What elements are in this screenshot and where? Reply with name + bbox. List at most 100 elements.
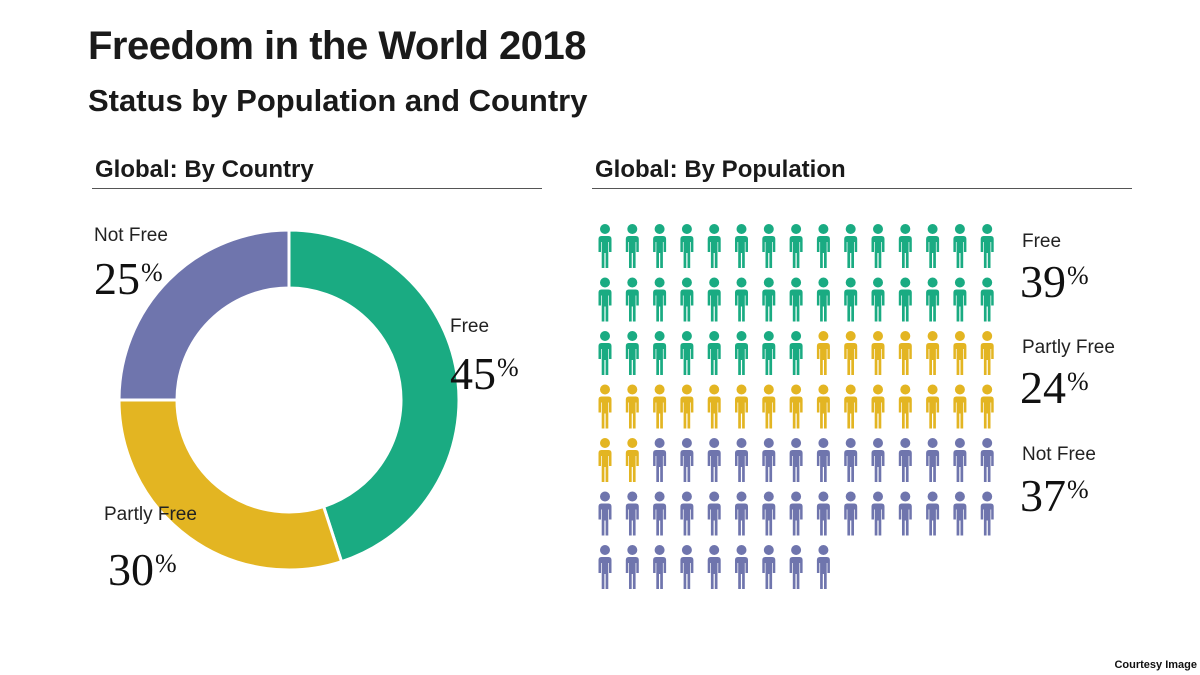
person-icon-free — [953, 224, 967, 268]
pop-value-partly-free: 24% — [1020, 365, 1089, 411]
person-icon-not-free — [598, 545, 612, 589]
person-icon-not-free — [789, 438, 803, 482]
person-icon-partly-free — [598, 438, 612, 482]
person-icon-not-free — [762, 438, 776, 482]
pop-value-free-number: 39 — [1020, 256, 1066, 307]
person-icon-free — [625, 224, 639, 268]
person-icon-partly-free — [871, 384, 885, 429]
donut-value-free-unit: % — [497, 353, 519, 382]
person-icon-free — [680, 277, 694, 322]
person-icon-partly-free — [871, 331, 885, 375]
person-icon-not-free — [735, 545, 748, 589]
donut-slice-free — [287, 228, 461, 564]
person-icon-not-free — [707, 438, 721, 482]
person-icon-not-free — [898, 491, 912, 536]
person-icon-partly-free — [953, 384, 967, 429]
person-icon-free — [898, 277, 912, 322]
donut-value-not-free-unit: % — [141, 258, 163, 287]
donut-slice-partly-free — [117, 398, 344, 572]
person-icon-free — [926, 224, 940, 268]
person-icon-free — [680, 224, 694, 268]
person-icon-not-free — [762, 491, 776, 536]
person-icon-free — [598, 331, 612, 375]
donut-value-not-free: 25% — [94, 256, 163, 302]
person-icon-free — [871, 277, 885, 322]
person-icon-free — [926, 277, 940, 322]
person-icon-not-free — [789, 545, 803, 589]
person-icon-free — [844, 277, 858, 322]
image-credit: Courtesy Image — [1114, 659, 1197, 671]
person-icon-free — [953, 277, 967, 322]
person-icon-not-free — [680, 491, 694, 536]
person-icon-not-free — [789, 491, 803, 536]
person-icon-free — [625, 277, 639, 322]
pop-value-partly-free-unit: % — [1067, 367, 1089, 396]
person-icon-partly-free — [898, 331, 912, 375]
person-icon-partly-free — [653, 384, 667, 429]
person-icon-not-free — [980, 491, 994, 536]
pop-value-not-free-number: 37 — [1020, 470, 1066, 521]
person-icon-free — [653, 331, 667, 375]
person-icon-not-free — [926, 438, 940, 482]
pop-value-free: 39% — [1020, 259, 1089, 305]
person-icon-free — [980, 277, 994, 322]
donut-label-free: Free — [450, 316, 490, 337]
person-icon-partly-free — [926, 384, 940, 429]
person-icon-free — [816, 277, 830, 322]
chart-subtitle: Status by Population and Country — [88, 83, 588, 118]
donut-chart — [117, 228, 461, 572]
person-icon-partly-free — [680, 384, 694, 429]
person-icon-free — [653, 277, 667, 322]
pop-value-not-free: 37% — [1020, 473, 1089, 519]
chart-title: Freedom in the World 2018 — [88, 24, 587, 68]
person-icon-not-free — [871, 491, 885, 536]
person-icon-free — [707, 224, 721, 268]
person-icon-not-free — [625, 491, 639, 536]
person-icon-partly-free — [980, 331, 994, 375]
person-icon-not-free — [735, 438, 748, 482]
person-icon-partly-free — [762, 384, 776, 429]
person-icon-not-free — [762, 545, 776, 589]
person-icon-not-free — [844, 491, 858, 536]
pictograph-section-heading: Global: By Population — [592, 156, 1132, 189]
person-icon-free — [735, 224, 748, 268]
person-icon-free — [735, 277, 748, 322]
person-icon-not-free — [953, 438, 967, 482]
person-icon-free — [707, 277, 721, 322]
person-icon-free — [816, 224, 830, 268]
person-icon-not-free — [653, 491, 667, 536]
person-icon-partly-free — [953, 331, 967, 375]
person-icon-not-free — [980, 438, 994, 482]
donut-slice-not-free — [117, 228, 291, 402]
person-icon-free — [871, 224, 885, 268]
person-icon-not-free — [653, 438, 667, 482]
person-icon-not-free — [816, 545, 830, 589]
person-icon-not-free — [707, 491, 721, 536]
person-icon-not-free — [871, 438, 885, 482]
person-icon-not-free — [816, 491, 830, 536]
person-icon-partly-free — [707, 384, 721, 429]
person-icon-free — [789, 331, 803, 375]
person-icon-free — [598, 277, 612, 322]
person-icon-not-free — [898, 438, 912, 482]
person-icon-free — [653, 224, 667, 268]
person-icon-free — [844, 224, 858, 268]
pop-label-not-free: Not Free — [1022, 444, 1096, 465]
donut-value-free-number: 45 — [450, 348, 496, 399]
person-icon-free — [625, 331, 639, 375]
donut-label-not-free: Not Free — [94, 225, 168, 246]
person-icon-free — [762, 331, 776, 375]
person-icon-free — [762, 277, 776, 322]
person-icon-not-free — [844, 438, 858, 482]
person-icon-partly-free — [625, 438, 639, 482]
person-icon-partly-free — [980, 384, 994, 429]
person-icon-partly-free — [598, 384, 612, 429]
donut-value-partly-free: 30% — [108, 547, 177, 593]
person-icon-not-free — [926, 491, 940, 536]
person-icon-free — [980, 224, 994, 268]
person-icon-not-free — [625, 545, 639, 589]
person-icon-not-free — [653, 545, 667, 589]
person-icon-partly-free — [844, 331, 858, 375]
person-icon-free — [598, 224, 612, 268]
